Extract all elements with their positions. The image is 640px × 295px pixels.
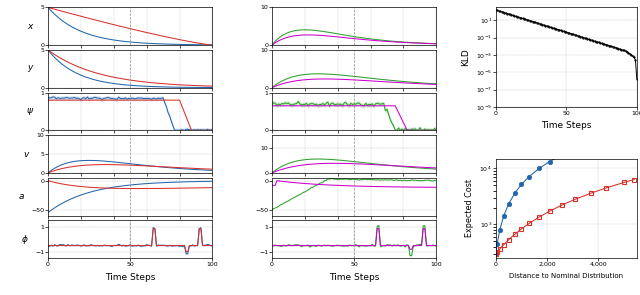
Y-axis label: $\psi$: $\psi$: [26, 106, 35, 117]
X-axis label: Time Steps: Time Steps: [329, 273, 380, 281]
X-axis label: Time Steps: Time Steps: [105, 273, 156, 281]
Y-axis label: KLD: KLD: [461, 48, 470, 66]
Y-axis label: $\phi$: $\phi$: [22, 233, 29, 246]
Y-axis label: $v$: $v$: [23, 150, 30, 158]
Y-axis label: $a$: $a$: [18, 192, 25, 201]
Y-axis label: $x$: $x$: [27, 22, 35, 31]
X-axis label: Time Steps: Time Steps: [541, 121, 591, 130]
X-axis label: Distance to Nominal Distribution: Distance to Nominal Distribution: [509, 273, 623, 278]
Y-axis label: Expected Cost: Expected Cost: [465, 179, 474, 237]
Y-axis label: $y$: $y$: [27, 63, 35, 74]
